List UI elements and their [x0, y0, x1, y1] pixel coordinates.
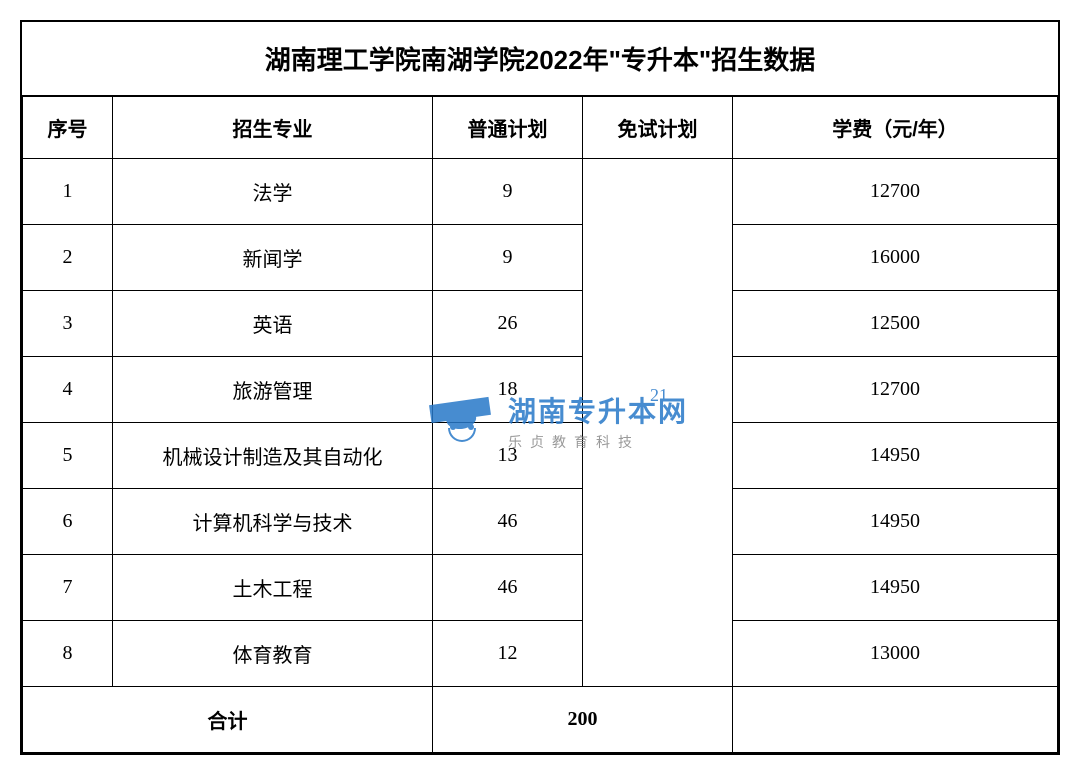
- cell-plan: 46: [433, 555, 583, 621]
- cell-seq: 2: [23, 225, 113, 291]
- cell-plan: 9: [433, 159, 583, 225]
- total-value: 200: [433, 687, 733, 753]
- cell-seq: 6: [23, 489, 113, 555]
- table-header-row: 序号 招生专业 普通计划 免试计划 学费（元/年）: [23, 97, 1058, 159]
- table-row: 8 体育教育 12 13000: [23, 621, 1058, 687]
- table-row: 5 机械设计制造及其自动化 13 14950: [23, 423, 1058, 489]
- header-exempt: 免试计划: [583, 97, 733, 159]
- cell-major: 法学: [113, 159, 433, 225]
- cell-seq: 5: [23, 423, 113, 489]
- cell-plan: 12: [433, 621, 583, 687]
- cell-plan: 18: [433, 357, 583, 423]
- total-fee-empty: [733, 687, 1058, 753]
- cell-major: 体育教育: [113, 621, 433, 687]
- enrollment-table-container: 湖南理工学院南湖学院2022年"专升本"招生数据 序号 招生专业 普通计划 免试…: [20, 20, 1060, 755]
- cell-exempt-merged: [583, 159, 733, 687]
- cell-major: 土木工程: [113, 555, 433, 621]
- cell-seq: 3: [23, 291, 113, 357]
- header-major: 招生专业: [113, 97, 433, 159]
- cell-fee: 16000: [733, 225, 1058, 291]
- cell-major: 机械设计制造及其自动化: [113, 423, 433, 489]
- table-row: 1 法学 9 12700: [23, 159, 1058, 225]
- table-row: 4 旅游管理 18 12700: [23, 357, 1058, 423]
- table-row: 7 土木工程 46 14950: [23, 555, 1058, 621]
- table-row: 2 新闻学 9 16000: [23, 225, 1058, 291]
- header-seq: 序号: [23, 97, 113, 159]
- cell-fee: 14950: [733, 489, 1058, 555]
- cell-seq: 4: [23, 357, 113, 423]
- total-label: 合计: [23, 687, 433, 753]
- table-row: 6 计算机科学与技术 46 14950: [23, 489, 1058, 555]
- cell-fee: 14950: [733, 423, 1058, 489]
- cell-plan: 13: [433, 423, 583, 489]
- table-total-row: 合计 200: [23, 687, 1058, 753]
- enrollment-table: 序号 招生专业 普通计划 免试计划 学费（元/年） 1 法学 9 12700 2…: [22, 96, 1058, 753]
- cell-seq: 7: [23, 555, 113, 621]
- header-plan: 普通计划: [433, 97, 583, 159]
- cell-plan: 46: [433, 489, 583, 555]
- cell-plan: 9: [433, 225, 583, 291]
- cell-seq: 8: [23, 621, 113, 687]
- cell-major: 英语: [113, 291, 433, 357]
- cell-major: 新闻学: [113, 225, 433, 291]
- cell-fee: 12500: [733, 291, 1058, 357]
- cell-major: 计算机科学与技术: [113, 489, 433, 555]
- cell-fee: 14950: [733, 555, 1058, 621]
- cell-fee: 12700: [733, 159, 1058, 225]
- table-row: 3 英语 26 12500: [23, 291, 1058, 357]
- cell-plan: 26: [433, 291, 583, 357]
- cell-seq: 1: [23, 159, 113, 225]
- cell-fee: 13000: [733, 621, 1058, 687]
- cell-fee: 12700: [733, 357, 1058, 423]
- header-fee: 学费（元/年）: [733, 97, 1058, 159]
- table-title: 湖南理工学院南湖学院2022年"专升本"招生数据: [22, 22, 1058, 96]
- cell-major: 旅游管理: [113, 357, 433, 423]
